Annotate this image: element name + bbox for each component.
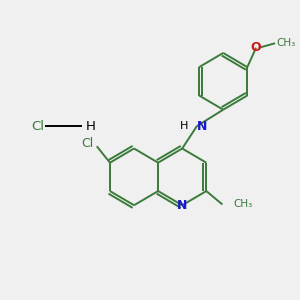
Text: H: H (180, 121, 189, 131)
Text: N: N (177, 199, 188, 212)
Text: Cl: Cl (81, 137, 93, 150)
Text: CH₃: CH₃ (277, 38, 296, 48)
Text: O: O (251, 41, 261, 54)
Text: CH₃: CH₃ (233, 200, 253, 209)
Text: Cl: Cl (32, 120, 45, 133)
Text: N: N (197, 120, 207, 133)
Text: H: H (85, 120, 95, 133)
